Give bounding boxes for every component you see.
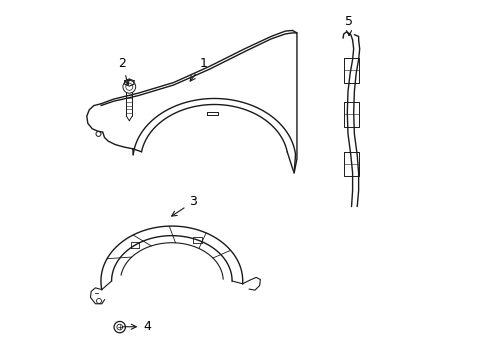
Text: 5: 5 bbox=[345, 15, 352, 36]
Text: 2: 2 bbox=[118, 57, 129, 85]
Text: 4: 4 bbox=[122, 320, 151, 333]
Text: 3: 3 bbox=[171, 195, 197, 216]
Text: 1: 1 bbox=[190, 57, 207, 81]
